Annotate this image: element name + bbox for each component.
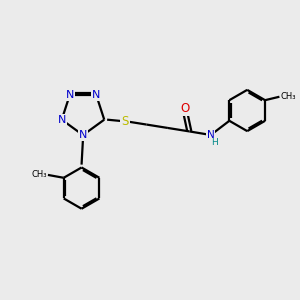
Text: CH₃: CH₃ — [281, 92, 296, 101]
Text: S: S — [121, 115, 129, 128]
Text: O: O — [180, 102, 190, 115]
Text: N: N — [66, 90, 74, 100]
Text: H: H — [211, 137, 217, 146]
Text: N: N — [58, 115, 66, 125]
Text: N: N — [79, 130, 87, 140]
Text: CH₃: CH₃ — [31, 170, 46, 179]
Text: N: N — [207, 130, 214, 140]
Text: N: N — [92, 90, 100, 100]
